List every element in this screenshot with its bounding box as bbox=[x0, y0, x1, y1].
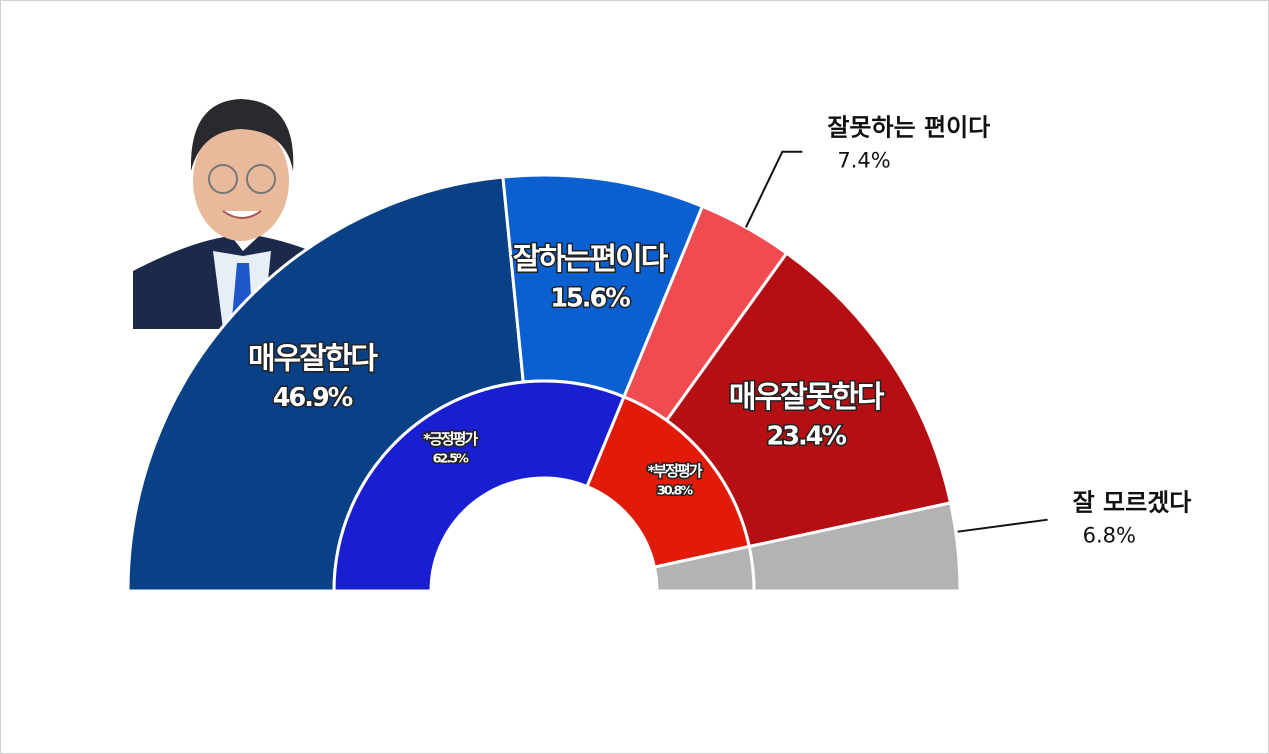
segment-label: 매우잘못한다 bbox=[729, 380, 885, 415]
value-label: 62.5% bbox=[433, 452, 469, 467]
segment bbox=[652, 545, 756, 593]
segment-label: 잘하는편이다 bbox=[513, 242, 669, 277]
leader-line bbox=[745, 150, 803, 228]
segment-label: *긍정평가 bbox=[423, 430, 478, 448]
value-label: 15.6% bbox=[550, 283, 630, 313]
segment-label: 잘못하는 편이다 bbox=[827, 114, 990, 142]
value-label: 30.8% bbox=[657, 484, 693, 499]
value-label: 23.4% bbox=[766, 421, 846, 451]
segment-label: *부정평가 bbox=[647, 462, 702, 480]
value-label: 46.9% bbox=[273, 383, 353, 413]
leader-line bbox=[957, 518, 1048, 533]
segment-label: 잘 모르겠다 bbox=[1073, 489, 1192, 517]
value-label: 6.8% bbox=[1083, 524, 1136, 548]
value-label: 7.4% bbox=[837, 149, 890, 173]
segment-label: 매우잘한다 bbox=[248, 341, 378, 376]
segment bbox=[332, 379, 626, 593]
